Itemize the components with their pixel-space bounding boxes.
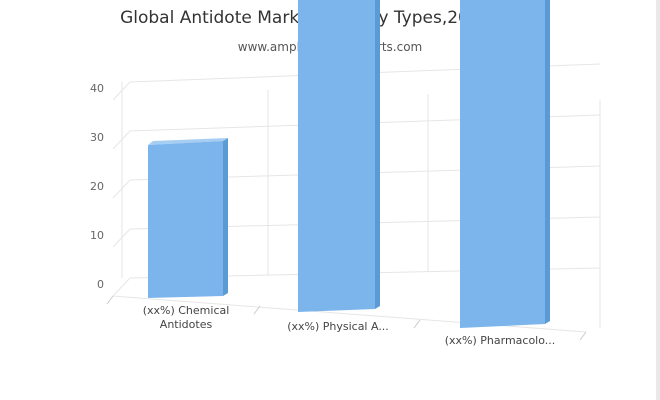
- x-tick-label: (xx%) Chemical Antidotes: [143, 304, 230, 331]
- bar-2: [460, 0, 550, 328]
- bar-side-1: [375, 0, 380, 309]
- x-tick-label: (xx%) Physical A...: [287, 320, 389, 333]
- bar-0: [148, 138, 228, 298]
- bar-front-1: [298, 0, 375, 312]
- bar-front-0: [148, 141, 223, 298]
- y-axis: 0 10 20 30 40: [90, 82, 104, 291]
- bar-side-0: [223, 138, 228, 296]
- x-axis: (xx%) Chemical Antidotes (xx%) Physical A.…: [143, 304, 556, 347]
- y-tick-label: 0: [97, 278, 104, 291]
- gridline-side-0: [112, 277, 131, 297]
- bar-side-2: [545, 0, 550, 324]
- y-tick-label: 30: [90, 131, 104, 144]
- bar-top-0: [148, 138, 228, 145]
- x-tick-label-line: (xx%) Chemical: [143, 304, 230, 317]
- x-tick-label-line: Antidotes: [160, 318, 213, 331]
- x-tick-label: (xx%) Pharmacolo...: [445, 334, 556, 347]
- floor-front-edge: [112, 295, 587, 333]
- bar-1: [298, 0, 380, 312]
- bars: [148, 0, 550, 328]
- scrollbar-edge: [656, 0, 660, 400]
- x-tick-mark-0: [106, 295, 114, 305]
- x-tick-mark-3: [579, 331, 587, 341]
- y-tick-label: 40: [90, 82, 104, 95]
- y-tick-label: 20: [90, 180, 104, 193]
- x-tick-mark-2: [413, 319, 421, 329]
- bar-front-2: [460, 0, 545, 328]
- x-tick-mark-1: [253, 305, 261, 315]
- y-tick-label: 10: [90, 229, 104, 242]
